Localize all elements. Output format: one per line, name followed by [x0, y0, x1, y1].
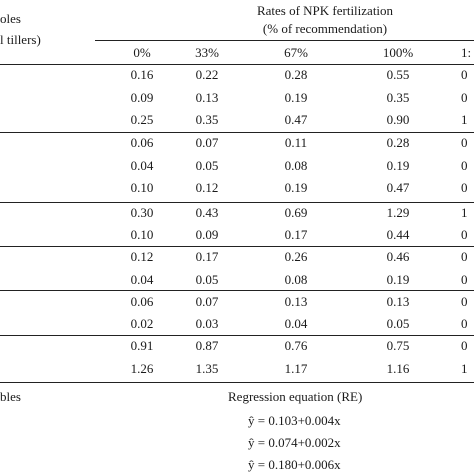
table-cell: 0.05	[195, 158, 219, 173]
table-cell: 0.09	[195, 227, 219, 242]
table-cell: 0.07	[195, 135, 219, 150]
table-cell: 0.90	[386, 112, 410, 127]
table-cell: 0.25	[130, 112, 154, 127]
column-header: 67%	[284, 45, 308, 60]
table-cell: 0.13	[195, 90, 219, 105]
table-cell: 0.04	[130, 272, 154, 287]
header-title-line1: Rates of NPK fertilization	[256, 3, 394, 18]
header-bottom-rule	[0, 64, 474, 65]
table-cell: 0.19	[386, 158, 410, 173]
column-header: 1:	[461, 45, 472, 60]
table-cell: 0.28	[284, 67, 308, 82]
table-header: Rates of NPK fertilization (% of recomme…	[215, 2, 435, 38]
table-cell: 0.75	[386, 338, 410, 353]
table-cell: 0.05	[195, 272, 219, 287]
stub-header-line2: l tillers)	[0, 32, 41, 47]
table-cell: 0.28	[386, 135, 410, 150]
table-cell: 0.55	[386, 67, 410, 82]
table-cell: 0	[461, 158, 468, 173]
table-cell: 0.30	[130, 205, 154, 220]
table-cell: 0	[461, 67, 468, 82]
table-cell: 0.07	[195, 294, 219, 309]
column-header: 100%	[382, 45, 414, 60]
header-underline	[95, 40, 474, 41]
group-rule	[0, 202, 474, 203]
table-cell: 0	[461, 90, 468, 105]
table-cell: 1.29	[386, 205, 410, 220]
group-rule	[0, 290, 474, 291]
table-cell: 0.04	[284, 316, 308, 331]
table-cell: 0	[461, 338, 468, 353]
table-cell: 0	[461, 227, 468, 242]
table-cell: 0	[461, 316, 468, 331]
table-cell: 0.10	[130, 180, 154, 195]
table-cell: 1.17	[284, 361, 308, 376]
table-cell: 0.06	[130, 135, 154, 150]
table-cell: 0.19	[284, 180, 308, 195]
table-cell: 0.12	[195, 180, 219, 195]
table-cell: 0.16	[130, 67, 154, 82]
table-cell: 0	[461, 294, 468, 309]
table-cell: 0.35	[195, 112, 219, 127]
table-cell: 0.35	[386, 90, 410, 105]
table-cell: 0.08	[284, 272, 308, 287]
table-cell: 0.91	[130, 338, 154, 353]
table-cell: 0.47	[386, 180, 410, 195]
table-cell: 0.17	[195, 249, 219, 264]
table-cell: 0.08	[284, 158, 308, 173]
regression-equation: ŷ = 0.180+0.006x	[248, 457, 341, 472]
table-cell: 0.11	[284, 135, 308, 150]
table-cell: 0.76	[284, 338, 308, 353]
table-cell: 0.22	[195, 67, 219, 82]
table-cell: 0.46	[386, 249, 410, 264]
table-cell: 0.03	[195, 316, 219, 331]
table-cell: 0.47	[284, 112, 308, 127]
table-cell: 1	[461, 205, 468, 220]
stub-footer: bles	[0, 389, 21, 404]
regression-title: Regression equation (RE)	[228, 389, 363, 404]
table-cell: 0.09	[130, 90, 154, 105]
table-cell: 0.13	[386, 294, 410, 309]
table-cell: 1.26	[130, 361, 154, 376]
table-cell: 0	[461, 180, 468, 195]
table-cell: 0.13	[284, 294, 308, 309]
table-cell: 1.16	[386, 361, 410, 376]
table-cell: 0.06	[130, 294, 154, 309]
table-cell: 0	[461, 135, 468, 150]
table-cell: 0	[461, 249, 468, 264]
regression-equation: ŷ = 0.074+0.002x	[248, 435, 341, 450]
group-rule	[0, 132, 474, 133]
table-cell: 1.35	[195, 361, 219, 376]
group-rule	[0, 246, 474, 247]
table-cell: 0.04	[130, 158, 154, 173]
group-rule	[0, 335, 474, 336]
table-cell: 0.19	[284, 90, 308, 105]
column-header: 33%	[195, 45, 219, 60]
column-header: 0%	[133, 45, 151, 60]
table-cell: 1	[461, 361, 468, 376]
table-cell: 0.44	[386, 227, 410, 242]
table-bottom-rule	[0, 382, 474, 383]
table-cell: 0.69	[284, 205, 308, 220]
header-title-line2: (% of recommendation)	[262, 21, 388, 36]
table-cell: 0.05	[386, 316, 410, 331]
table-cell: 1	[461, 112, 468, 127]
table-cell: 0.17	[284, 227, 308, 242]
table-cell: 0.43	[195, 205, 219, 220]
table-cell: 0.10	[130, 227, 154, 242]
stub-header-line1: oles	[0, 11, 21, 26]
table-cell: 0.12	[130, 249, 154, 264]
regression-equation: ŷ = 0.103+0.004x	[248, 413, 341, 428]
table-cell: 0.87	[195, 338, 219, 353]
table-cell: 0.26	[284, 249, 308, 264]
table-cell: 0.19	[386, 272, 410, 287]
table-cell: 0.02	[130, 316, 154, 331]
table-cell: 0	[461, 272, 468, 287]
